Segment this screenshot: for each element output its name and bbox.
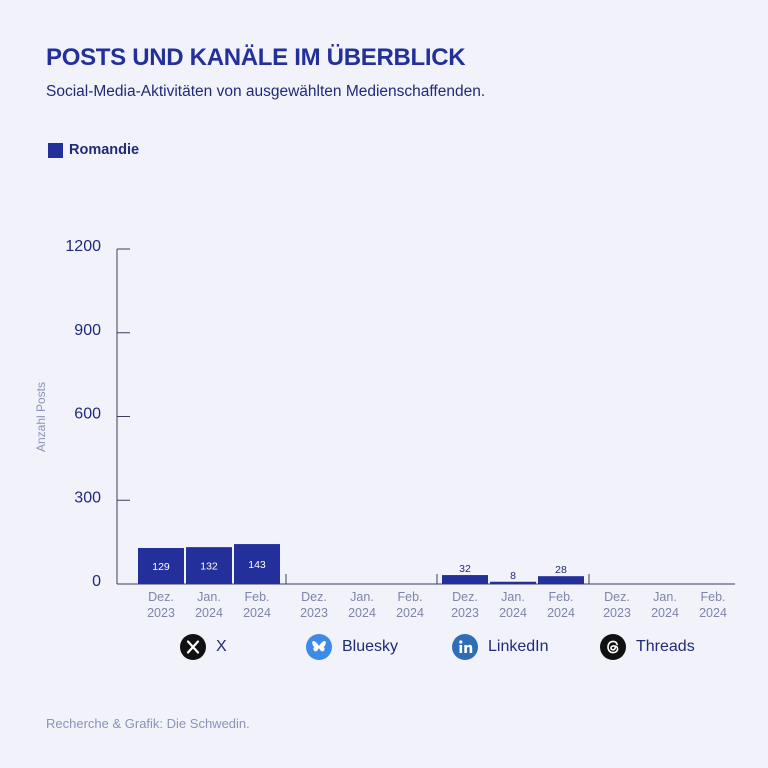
channel-name: X — [216, 638, 227, 655]
x-tick-label: Dez. — [604, 590, 630, 604]
x-logo-icon — [180, 634, 206, 660]
x-tick-label: 2023 — [451, 606, 479, 620]
x-tick-label: Jan. — [501, 590, 525, 604]
x-tick-label: Dez. — [301, 590, 327, 604]
channel-label-x: X — [180, 634, 227, 660]
y-tick-label: 600 — [74, 406, 101, 423]
x-tick-label: Feb. — [397, 590, 422, 604]
y-tick-label: 900 — [74, 322, 101, 339]
legend-swatch — [48, 142, 63, 158]
x-tick-label: 2024 — [651, 606, 679, 620]
x-tick-label: 2023 — [147, 606, 175, 620]
y-axis-title: Anzahl Posts — [34, 382, 48, 452]
x-tick-label: 2024 — [547, 606, 575, 620]
x-tick-label: 2024 — [699, 606, 727, 620]
x-tick-label: Dez. — [148, 590, 174, 604]
chart-subtitle: Social-Media-Aktivitäten von ausgewählte… — [46, 83, 486, 100]
bar-value-label: 132 — [200, 561, 218, 573]
bluesky-butterfly-icon — [306, 634, 332, 660]
x-tick-label: Jan. — [350, 590, 374, 604]
channel-label-linkedin: LinkedIn — [452, 634, 549, 660]
x-tick-label: Feb. — [244, 590, 269, 604]
y-tick-label: 1200 — [65, 238, 101, 255]
bar-value-label: 32 — [459, 563, 471, 575]
legend: Romandie — [48, 142, 139, 158]
bar — [186, 547, 232, 584]
bar — [538, 576, 584, 584]
channel-name: LinkedIn — [488, 638, 549, 655]
chart-title: POSTS UND KANÄLE IM ÜBERBLICK — [46, 44, 466, 71]
channel-label-bluesky: Bluesky — [306, 634, 398, 660]
bar-value-label: 143 — [248, 559, 266, 571]
x-tick-label: 2024 — [195, 606, 223, 620]
linkedin-icon — [452, 634, 478, 660]
x-tick-label: Feb. — [700, 590, 725, 604]
x-tick-label: 2024 — [396, 606, 424, 620]
bar-value-label: 28 — [555, 564, 567, 576]
x-tick-label: 2024 — [243, 606, 271, 620]
channel-name: Bluesky — [342, 638, 399, 655]
bar-value-label: 8 — [510, 570, 516, 582]
channel-label-threads: Threads — [600, 634, 695, 660]
bar — [442, 575, 488, 584]
threads-icon — [600, 634, 626, 660]
bar-value-label: 129 — [152, 561, 170, 573]
x-tick-label: 2023 — [300, 606, 328, 620]
x-tick-label: Jan. — [653, 590, 677, 604]
x-tick-label: 2024 — [348, 606, 376, 620]
x-tick-label: 2023 — [603, 606, 631, 620]
bar — [234, 544, 280, 584]
y-tick-label: 300 — [74, 489, 101, 506]
bar — [138, 547, 184, 584]
legend-label: Romandie — [69, 142, 140, 158]
credit-footer: Recherche & Grafik: Die Schwedin. — [46, 716, 250, 731]
x-tick-label: 2024 — [499, 606, 527, 620]
channel-name: Threads — [636, 638, 695, 655]
x-tick-label: Jan. — [197, 590, 221, 604]
x-tick-label: Feb. — [548, 590, 573, 604]
y-tick-label: 0 — [92, 573, 101, 590]
bar — [490, 581, 536, 584]
x-tick-label: Dez. — [452, 590, 478, 604]
